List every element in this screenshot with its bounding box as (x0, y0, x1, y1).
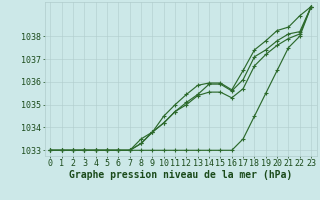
X-axis label: Graphe pression niveau de la mer (hPa): Graphe pression niveau de la mer (hPa) (69, 170, 292, 180)
